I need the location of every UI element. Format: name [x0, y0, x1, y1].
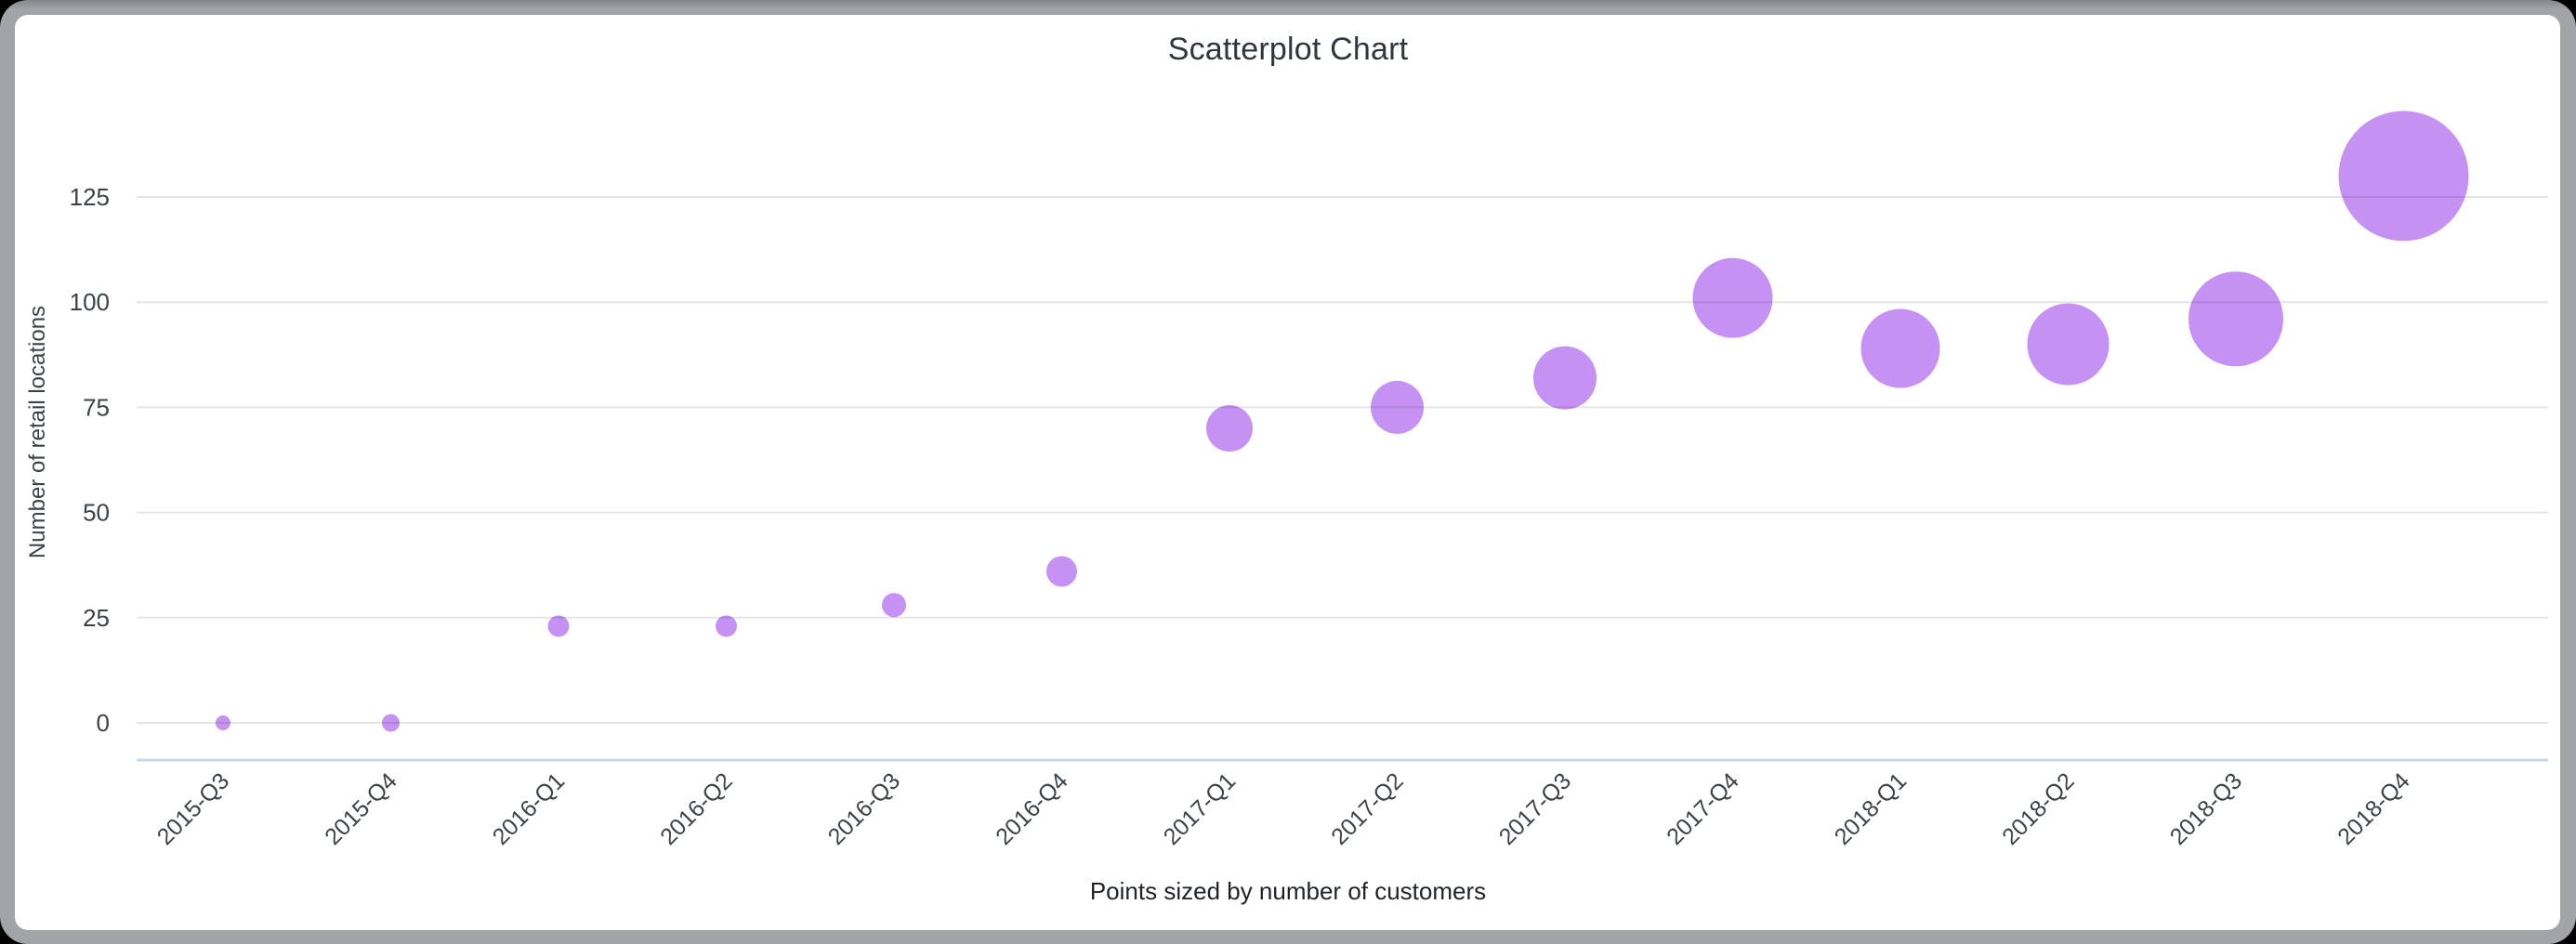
x-category-label: 2016-Q3	[823, 767, 906, 850]
data-point[interactable]	[382, 714, 400, 732]
x-category-label: 2017-Q2	[1326, 767, 1409, 850]
x-category-label: 2015-Q3	[152, 767, 235, 850]
y-tick-label: 75	[83, 393, 110, 421]
data-point[interactable]	[2188, 271, 2283, 367]
x-category-label: 2017-Q4	[1662, 767, 1744, 850]
y-axis-title: Number of retail locations	[25, 306, 50, 558]
data-point[interactable]	[1533, 346, 1597, 410]
x-category-label: 2016-Q4	[991, 767, 1073, 850]
x-category-label: 2016-Q1	[488, 767, 571, 850]
chart-card	[15, 15, 2560, 930]
x-category-label: 2018-Q3	[2165, 767, 2248, 850]
x-category-label: 2018-Q4	[2333, 767, 2415, 850]
x-category-label: 2015-Q4	[320, 767, 402, 850]
data-point[interactable]	[1371, 380, 1424, 434]
data-point[interactable]	[1692, 257, 1773, 338]
chart-title: Scatterplot Chart	[1167, 32, 1409, 67]
x-category-label: 2016-Q2	[655, 767, 738, 850]
data-point[interactable]	[1206, 405, 1253, 452]
data-point[interactable]	[547, 615, 570, 637]
data-point[interactable]	[2338, 111, 2469, 242]
x-category-label: 2017-Q3	[1494, 767, 1577, 850]
data-point[interactable]	[2027, 303, 2109, 386]
data-point[interactable]	[216, 715, 230, 730]
y-tick-label: 100	[70, 288, 110, 316]
data-point[interactable]	[882, 593, 906, 618]
y-tick-label: 0	[97, 709, 110, 737]
data-point[interactable]	[716, 615, 737, 637]
x-category-label: 2018-Q1	[1830, 767, 1912, 850]
x-category-label: 2017-Q1	[1159, 767, 1242, 850]
y-tick-label: 125	[70, 183, 110, 211]
y-tick-label: 25	[83, 604, 110, 632]
data-point[interactable]	[1046, 556, 1077, 587]
x-category-label: 2018-Q2	[1997, 767, 2080, 850]
x-axis-caption: Points sized by number of customers	[1089, 877, 1487, 905]
y-tick-label: 50	[83, 499, 110, 527]
data-point[interactable]	[1860, 308, 1940, 388]
